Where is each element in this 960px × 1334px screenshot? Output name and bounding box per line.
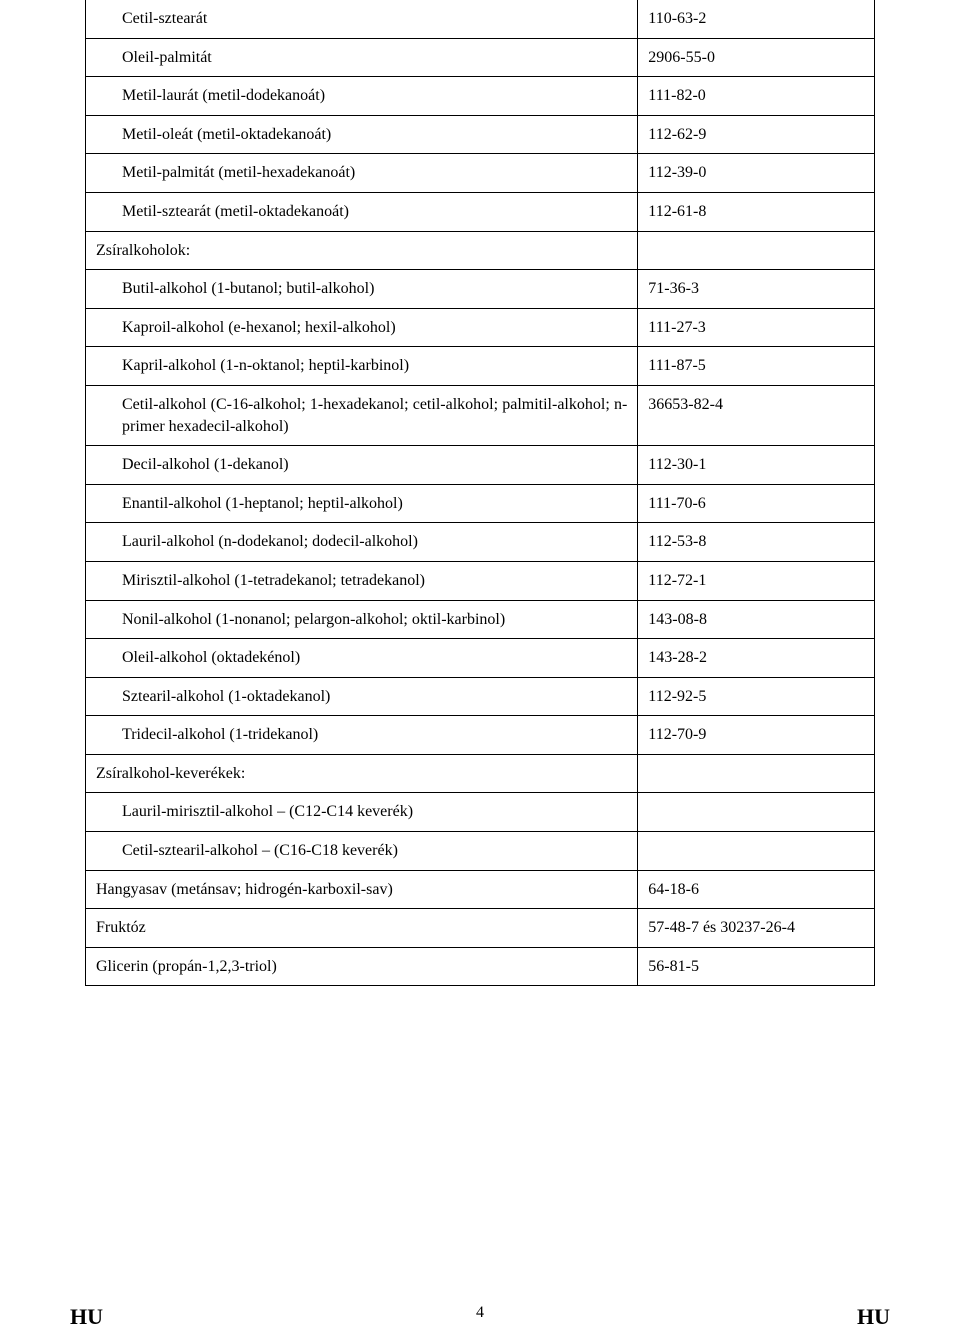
chemical-name-cell: Metil-laurát (metil-dodekanoát) [86,77,638,116]
footer-right: HU [857,1304,890,1330]
cas-number-cell: 112-62-9 [638,115,875,154]
cas-number-cell: 111-27-3 [638,308,875,347]
page: Cetil-sztearát110-63-2Oleil-palmitát2906… [0,0,960,1334]
chemical-name-cell: Sztearil-alkohol (1-oktadekanol) [86,677,638,716]
chemical-name-cell: Cetil-sztearát [86,0,638,38]
chemical-name-cell: Cetil-sztearil-alkohol – (C16-C18 keveré… [86,832,638,871]
cas-number-cell: 57-48-7 és 30237-26-4 [638,909,875,948]
table-row: Oleil-alkohol (oktadekénol)143-28-2 [86,639,875,678]
chemical-name-cell: Kaproil-alkohol (e-hexanol; hexil-alkoho… [86,308,638,347]
table-row: Fruktóz57-48-7 és 30237-26-4 [86,909,875,948]
chemical-name-cell: Fruktóz [86,909,638,948]
cas-number-cell: 2906-55-0 [638,38,875,77]
table-row: Metil-sztearát (metil-oktadekanoát)112-6… [86,192,875,231]
table-row: Sztearil-alkohol (1-oktadekanol)112-92-5 [86,677,875,716]
cas-number-cell: 143-28-2 [638,639,875,678]
chemical-name-cell: Butil-alkohol (1-butanol; butil-alkohol) [86,270,638,309]
table-row: Decil-alkohol (1-dekanol)112-30-1 [86,446,875,485]
footer-left: HU [70,1304,103,1330]
cas-number-cell: 112-61-8 [638,192,875,231]
table-row: Cetil-sztearil-alkohol – (C16-C18 keveré… [86,832,875,871]
table-row: Lauril-mirisztil-alkohol – (C12-C14 keve… [86,793,875,832]
chemical-name-cell: Enantil-alkohol (1-heptanol; heptil-alko… [86,484,638,523]
cas-number-cell: 112-70-9 [638,716,875,755]
chemical-name-cell: Metil-oleát (metil-oktadekanoát) [86,115,638,154]
cas-number-cell: 71-36-3 [638,270,875,309]
table-row: Kaproil-alkohol (e-hexanol; hexil-alkoho… [86,308,875,347]
cas-number-cell [638,793,875,832]
table-row: Zsíralkohol-keverékek: [86,754,875,793]
chemical-name-cell: Decil-alkohol (1-dekanol) [86,446,638,485]
table-body: Cetil-sztearát110-63-2Oleil-palmitát2906… [86,0,875,986]
table-row: Glicerin (propán-1,2,3-triol)56-81-5 [86,947,875,986]
cas-number-cell: 112-72-1 [638,561,875,600]
cas-number-cell: 111-82-0 [638,77,875,116]
table-row: Metil-laurát (metil-dodekanoát)111-82-0 [86,77,875,116]
chemical-name-cell: Cetil-alkohol (C-16-alkohol; 1-hexadekan… [86,385,638,445]
chemical-name-cell: Oleil-alkohol (oktadekénol) [86,639,638,678]
cas-number-cell: 112-53-8 [638,523,875,562]
chemical-name-cell: Hangyasav (metánsav; hidrogén-karboxil-s… [86,870,638,909]
table-row: Enantil-alkohol (1-heptanol; heptil-alko… [86,484,875,523]
chemical-name-cell: Zsíralkohol-keverékek: [86,754,638,793]
chemical-name-cell: Nonil-alkohol (1-nonanol; pelargon-alkoh… [86,600,638,639]
cas-number-cell: 56-81-5 [638,947,875,986]
cas-number-cell: 111-87-5 [638,347,875,386]
chemical-name-cell: Lauril-alkohol (n-dodekanol; dodecil-alk… [86,523,638,562]
chemical-name-cell: Glicerin (propán-1,2,3-triol) [86,947,638,986]
table-row: Zsíralkoholok: [86,231,875,270]
chemical-name-cell: Mirisztil-alkohol (1-tetradekanol; tetra… [86,561,638,600]
chemical-name-cell: Zsíralkoholok: [86,231,638,270]
table-row: Metil-palmitát (metil-hexadekanoát)112-3… [86,154,875,193]
chemical-name-cell: Lauril-mirisztil-alkohol – (C12-C14 keve… [86,793,638,832]
cas-number-cell: 112-39-0 [638,154,875,193]
chemical-name-cell: Metil-palmitát (metil-hexadekanoát) [86,154,638,193]
table-row: Cetil-alkohol (C-16-alkohol; 1-hexadekan… [86,385,875,445]
table-row: Lauril-alkohol (n-dodekanol; dodecil-alk… [86,523,875,562]
table-row: Hangyasav (metánsav; hidrogén-karboxil-s… [86,870,875,909]
cas-number-cell [638,231,875,270]
table-row: Metil-oleát (metil-oktadekanoát)112-62-9 [86,115,875,154]
chemicals-table: Cetil-sztearát110-63-2Oleil-palmitát2906… [85,0,875,986]
table-row: Nonil-alkohol (1-nonanol; pelargon-alkoh… [86,600,875,639]
cas-number-cell: 110-63-2 [638,0,875,38]
table-row: Mirisztil-alkohol (1-tetradekanol; tetra… [86,561,875,600]
chemical-name-cell: Kapril-alkohol (1-n-oktanol; heptil-karb… [86,347,638,386]
cas-number-cell: 112-30-1 [638,446,875,485]
cas-number-cell: 36653-82-4 [638,385,875,445]
table-row: Tridecil-alkohol (1-tridekanol)112-70-9 [86,716,875,755]
table-row: Oleil-palmitát2906-55-0 [86,38,875,77]
table-row: Butil-alkohol (1-butanol; butil-alkohol)… [86,270,875,309]
cas-number-cell: 143-08-8 [638,600,875,639]
chemical-name-cell: Oleil-palmitát [86,38,638,77]
chemical-name-cell: Tridecil-alkohol (1-tridekanol) [86,716,638,755]
cas-number-cell: 112-92-5 [638,677,875,716]
cas-number-cell [638,754,875,793]
cas-number-cell [638,832,875,871]
cas-number-cell: 111-70-6 [638,484,875,523]
table-row: Cetil-sztearát110-63-2 [86,0,875,38]
cas-number-cell: 64-18-6 [638,870,875,909]
table-row: Kapril-alkohol (1-n-oktanol; heptil-karb… [86,347,875,386]
chemical-name-cell: Metil-sztearát (metil-oktadekanoát) [86,192,638,231]
page-number: 4 [476,1304,484,1322]
